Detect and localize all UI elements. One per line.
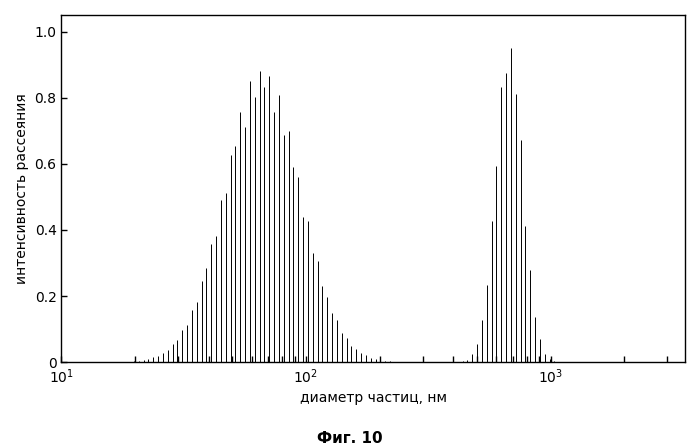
X-axis label: диаметр частиц, нм: диаметр частиц, нм	[300, 391, 447, 405]
Text: Фиг. 10: Фиг. 10	[317, 430, 383, 446]
Y-axis label: интенсивность рассеяния: интенсивность рассеяния	[15, 93, 29, 284]
